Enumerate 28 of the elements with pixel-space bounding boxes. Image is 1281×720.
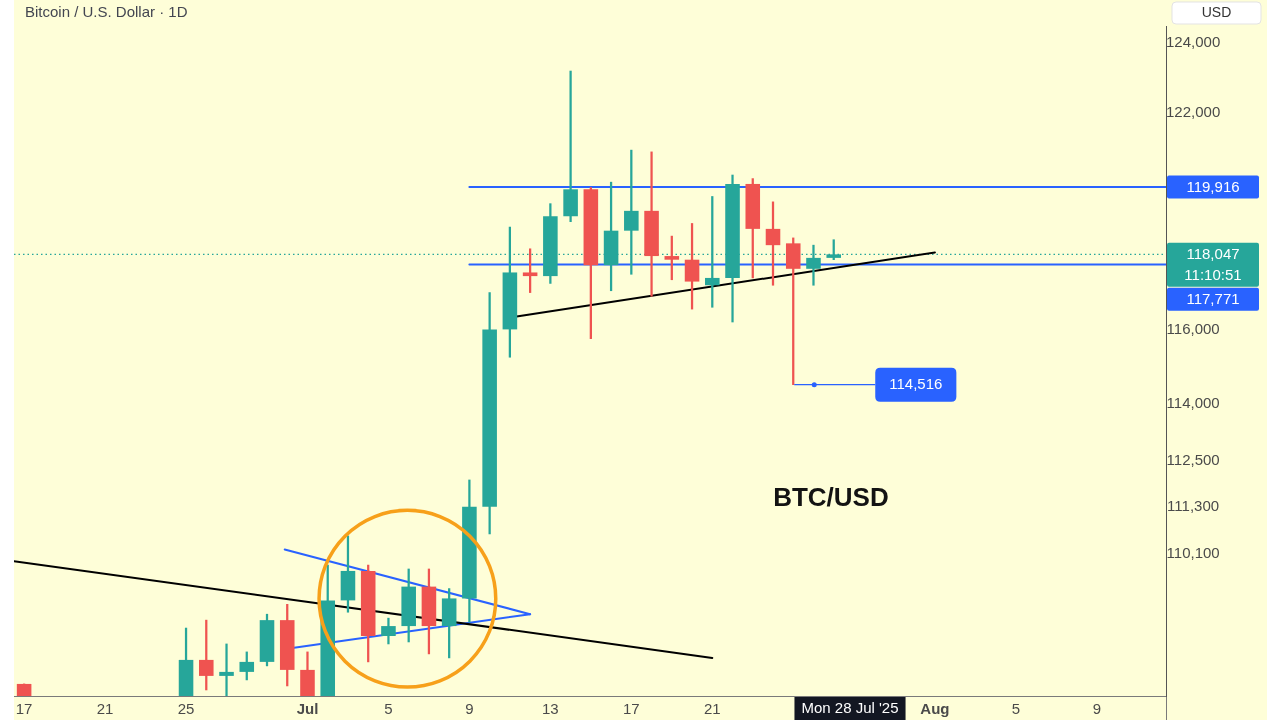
- x-tick-label: 21: [703, 700, 721, 718]
- x-tick-label: 17: [622, 700, 640, 718]
- data-label: 119,916: [1186, 177, 1240, 195]
- x-tick-label: 21: [96, 700, 114, 718]
- y-tick-label: 122,000: [1165, 103, 1221, 121]
- x-tick-label: 9: [1092, 700, 1102, 718]
- chart-title: Bitcoin / U.S. Dollar · 1D: [25, 3, 188, 21]
- x-tick-label: Jul: [296, 700, 319, 718]
- text: Mon 28 Jul '25: [801, 699, 899, 717]
- annotation: 114,516: [889, 374, 943, 392]
- x-tick-label: 9: [465, 700, 474, 718]
- x-tick-label: 5: [1011, 700, 1021, 718]
- data-label: 117,771: [1186, 289, 1240, 307]
- x-tick-label: 17: [15, 700, 33, 718]
- y-tick-label: 124,000: [1165, 33, 1221, 51]
- x-tick-label: Aug: [920, 700, 950, 718]
- ref-line-label: 118,047: [1186, 244, 1240, 262]
- x-tick-label: 5: [384, 700, 393, 718]
- y-tick-label: 114,000: [1166, 394, 1220, 412]
- text: 11:10:51: [1184, 265, 1242, 283]
- y-tick-label: 111,300: [1167, 497, 1220, 514]
- y-tick-label: 110,100: [1166, 543, 1220, 561]
- y-axis-title: USD: [1201, 3, 1232, 20]
- x-tick-label: 25: [177, 700, 195, 718]
- x-tick-label: 13: [542, 700, 559, 718]
- y-tick-label: 116,000: [1166, 319, 1220, 337]
- y-tick-label: 112,500: [1166, 450, 1220, 468]
- annotation: BTC/USD: [773, 482, 889, 513]
